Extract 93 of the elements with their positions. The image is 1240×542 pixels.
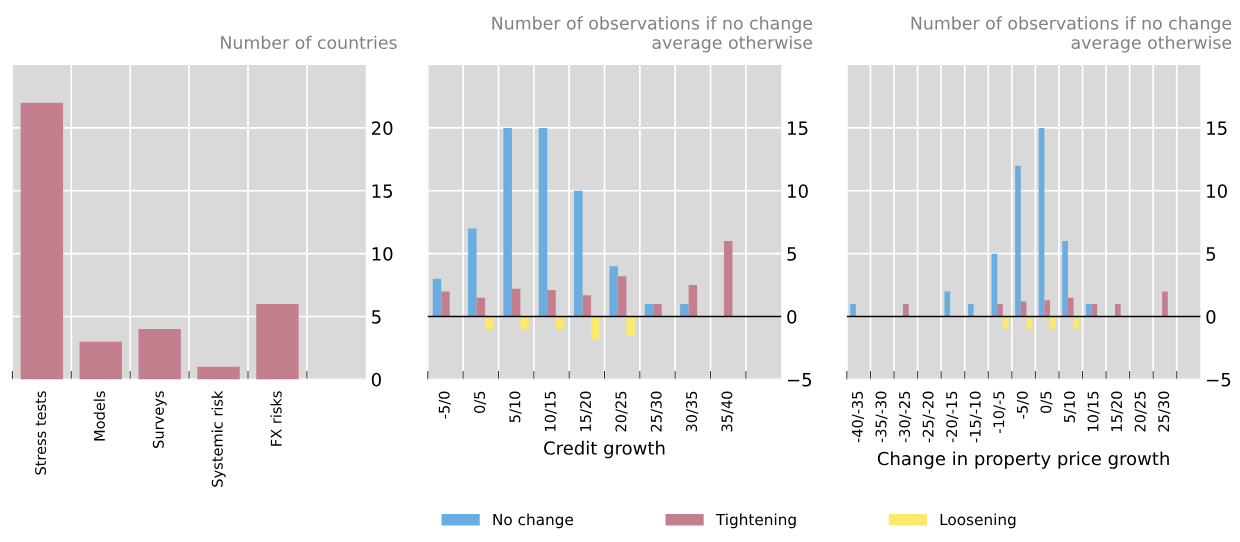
bar [538,127,548,317]
bar [680,303,689,317]
y-tick-label: 15 [788,121,808,136]
bar [441,291,450,317]
y-axis-title: Number of observations if no change average otherwise [911,16,1232,53]
bar [968,303,974,317]
bar [944,291,951,317]
x-tick-label: -5/0 [1016,391,1029,419]
bar [197,366,240,380]
x-tick-label: Models [93,391,105,441]
x-tick-label: FX risks [270,391,282,446]
x-tick-label: 20/25 [615,391,628,432]
x-tick-label: 20/25 [1134,391,1147,432]
bar [902,303,909,317]
bar [555,316,565,330]
y-tick-label: 0 [1206,309,1216,324]
bar [256,303,299,380]
bar [617,276,627,317]
bar [609,266,618,317]
y-tick-label: 5 [1206,247,1216,261]
x-tick-label: -10/-5 [993,391,1006,434]
y-tick-label: 10 [372,247,393,261]
bar [626,316,635,336]
y-tick-label: −5 [787,373,812,387]
bar [20,102,64,380]
bar [723,241,733,317]
x-tick-label: 0/5 [1040,391,1053,414]
bar [432,278,442,317]
y-tick-label: 0 [787,309,797,324]
y-tick-label: 10 [788,184,808,198]
x-tick-label: -25/-20 [922,391,935,443]
x-tick-label: 15/20 [580,391,593,431]
bar [591,316,600,340]
x-tick-label: -40/-35 [851,391,865,443]
bar [468,228,477,317]
bar [511,288,521,317]
bar [476,297,486,317]
y-tick-label: −5 [1207,373,1231,387]
bar [1026,316,1033,330]
bar [1115,303,1121,317]
y-tick-label: 5 [372,310,381,324]
bar [1062,241,1068,317]
bar [520,316,529,330]
x-tick-label: 25/30 [1158,391,1171,432]
bar [688,285,698,317]
x-tick-label: Surveys [152,391,167,448]
x-tick-label: 10/15 [1087,391,1100,431]
y-tick-label: 5 [787,247,796,261]
legend-label: Loosening [940,513,1016,529]
x-tick-label: -5/0 [438,391,451,419]
y-axis-title: Number of observations if no change average otherwise [492,16,813,53]
bar [850,303,856,317]
bar [644,303,654,317]
x-axis-title: Change in property price growth [877,451,1169,469]
bar [1091,303,1098,317]
bar [582,295,592,317]
bar [997,303,1003,317]
y-tick-label: 20 [371,121,393,136]
x-tick-label: 15/20 [1111,391,1124,431]
bar [1162,291,1168,317]
y-tick-label: 0 [371,372,381,387]
x-tick-label: Systemic risk [211,390,226,487]
y-tick-label: 15 [1207,121,1227,136]
x-tick-label: 5/10 [509,391,522,423]
x-tick-label: -20/-15 [946,391,959,443]
bar [503,127,512,317]
x-tick-label: 0/5 [474,391,487,414]
x-tick-label: -30/-25 [899,391,912,443]
x-axis-title: Credit growth [544,440,665,459]
bar [1015,165,1021,317]
bar [138,329,181,380]
bar [574,190,583,317]
bar [653,303,662,317]
x-tick-label: -35/-30 [875,391,888,443]
bar [1002,316,1009,330]
bar [1044,300,1051,317]
y-axis-title: Number of countries [221,35,397,50]
x-tick-label: 30/35 [686,391,699,432]
y-tick-label: 15 [372,184,393,198]
x-tick-label: -15/-10 [969,391,982,443]
bar [1050,316,1056,330]
legend-label: Tightening [715,513,796,529]
x-tick-label: 35/40 [721,391,734,432]
bar [547,290,556,317]
bar [485,316,494,330]
x-tick-label: 5/10 [1063,391,1077,423]
legend-label: No change [493,513,574,529]
x-tick-label: 10/15 [544,391,557,431]
x-tick-label: 25/30 [650,391,663,432]
bar [79,341,122,380]
y-tick-label: 10 [1207,184,1227,198]
bar [1067,297,1074,317]
x-tick-label: Stress tests [35,391,47,475]
